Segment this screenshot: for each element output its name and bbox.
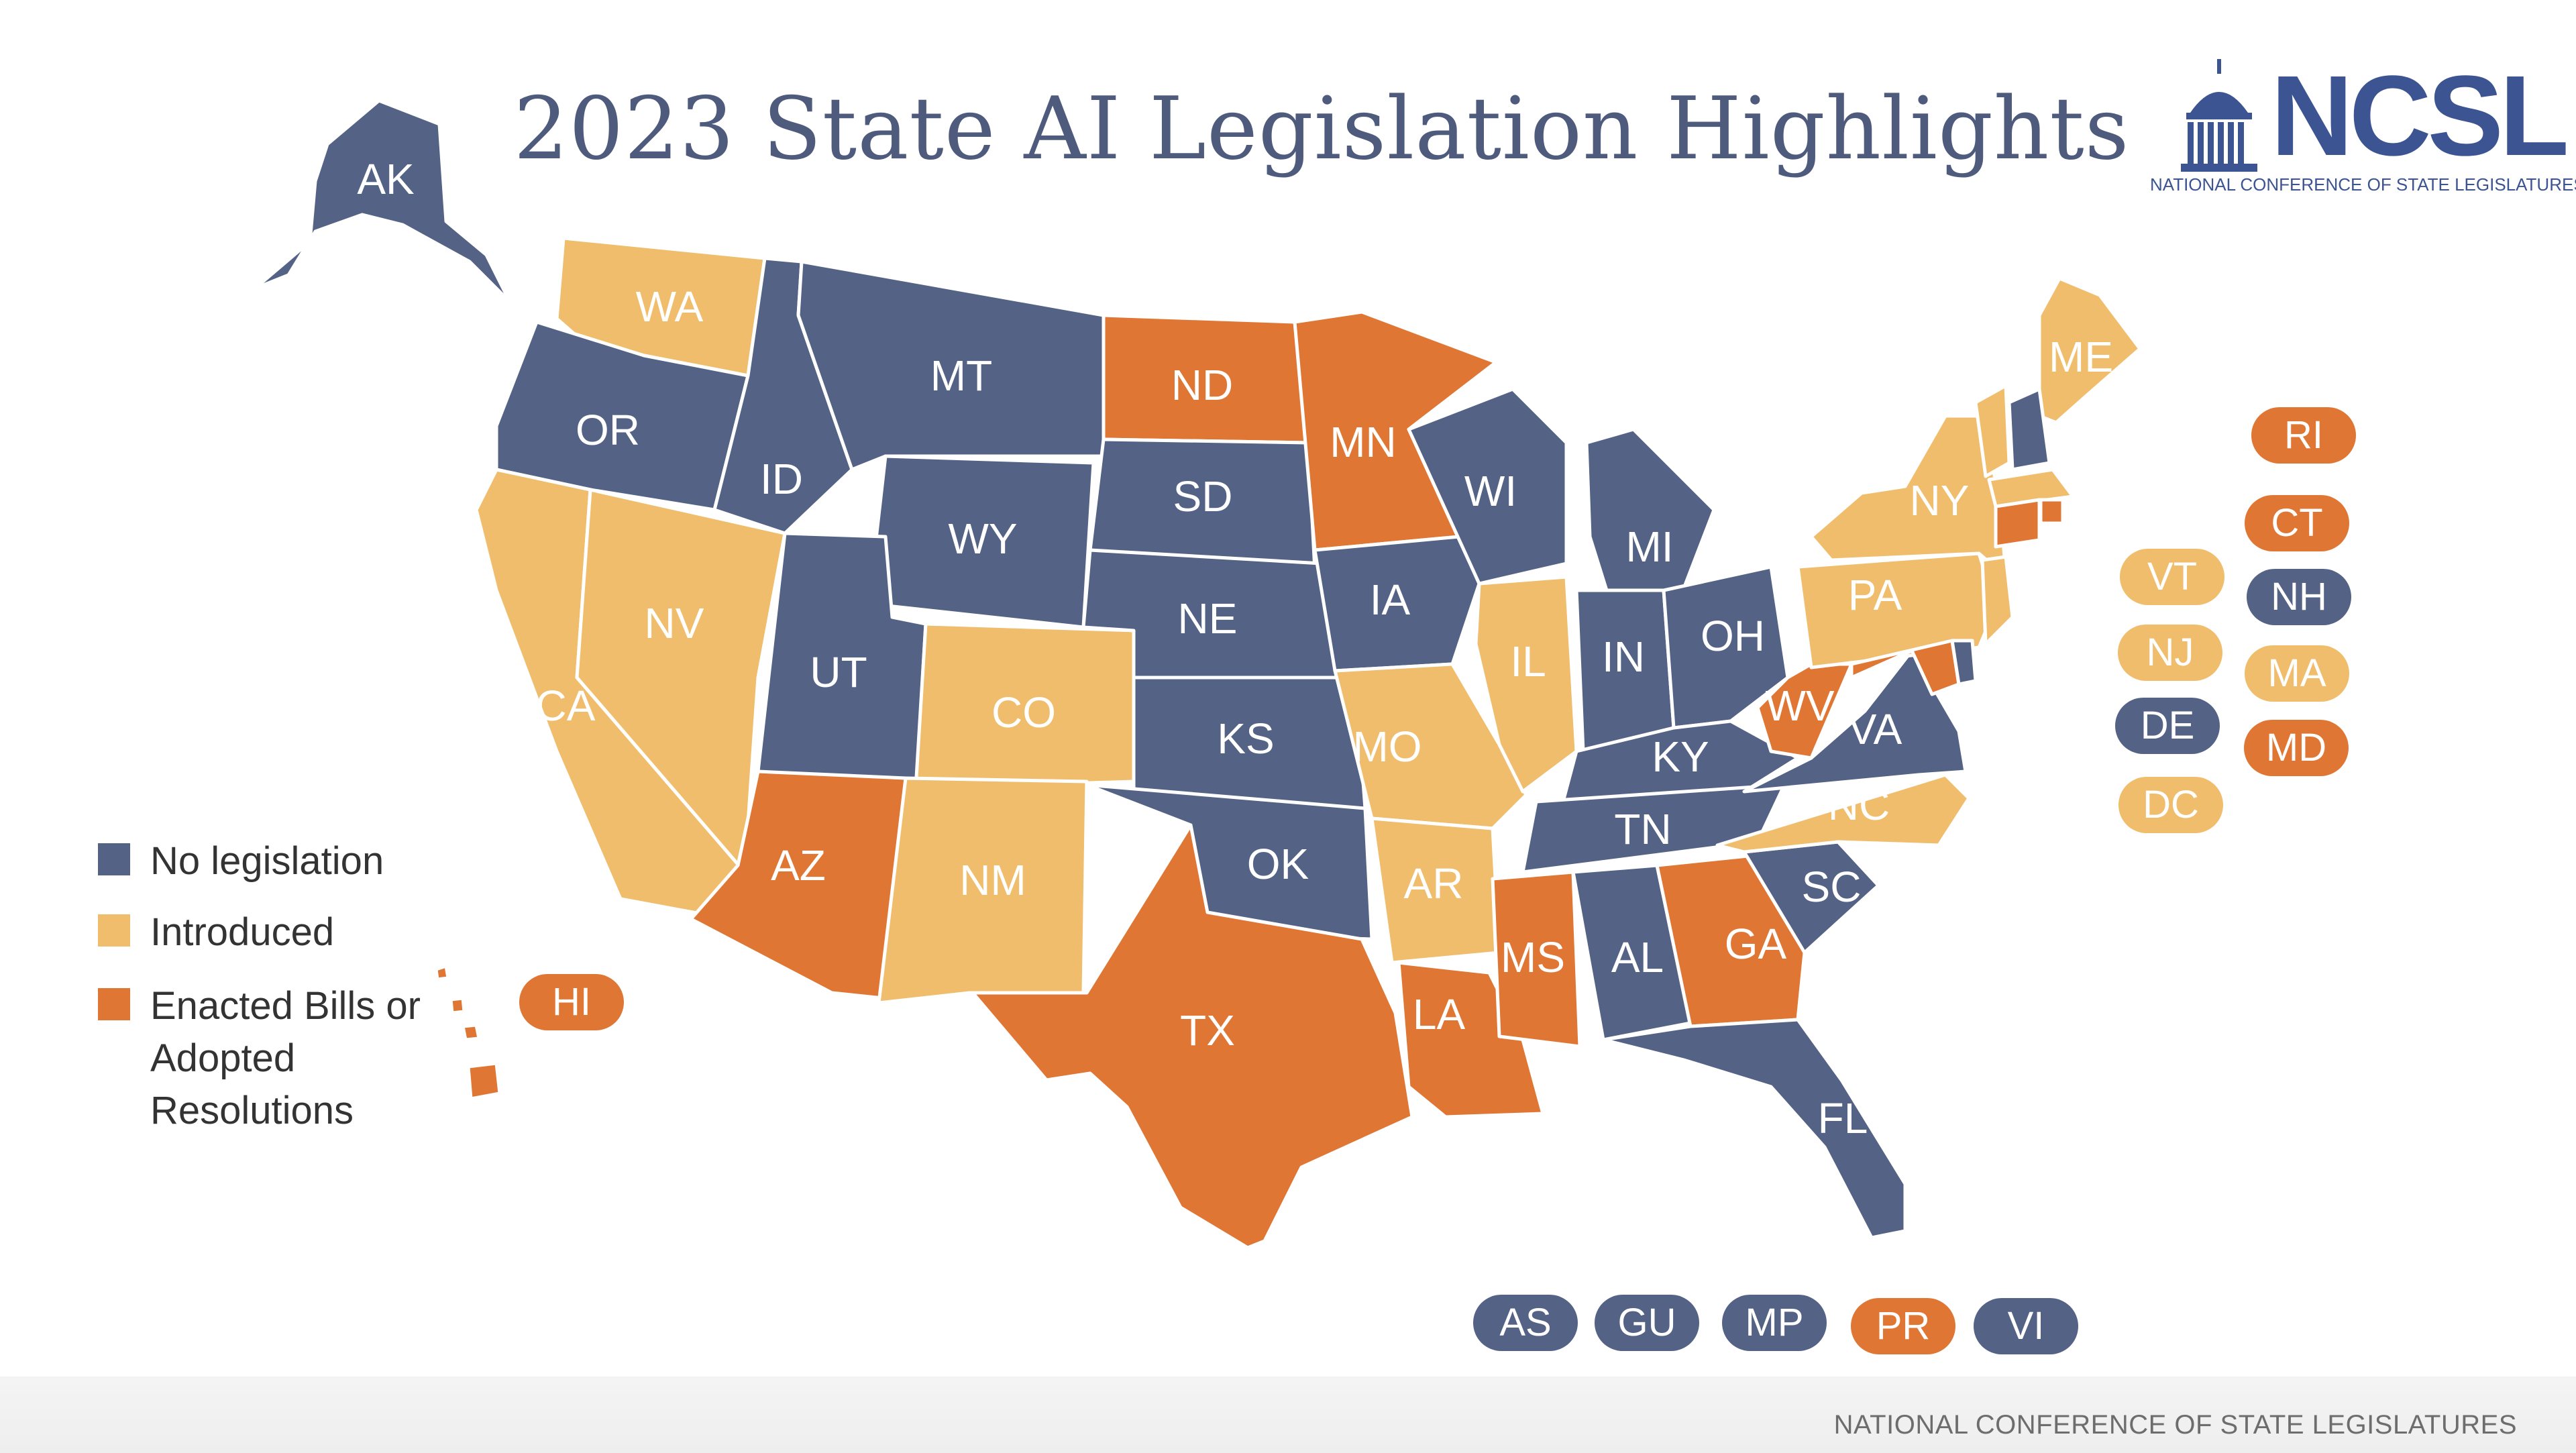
- state-label-in: IN: [1602, 633, 1645, 681]
- badge-hi[interactable]: HI: [519, 974, 624, 1030]
- state-label-ar: AR: [1404, 859, 1464, 908]
- state-label-mo: MO: [1352, 722, 1421, 771]
- state-label-mn: MN: [1330, 418, 1397, 466]
- state-label-ks: KS: [1217, 714, 1274, 763]
- state-ak[interactable]: [253, 99, 512, 304]
- state-label-oh: OH: [1701, 612, 1765, 660]
- state-label-va: VA: [1848, 705, 1902, 753]
- badge-dc[interactable]: DC: [2118, 777, 2223, 833]
- logo-subtitle: NATIONAL CONFERENCE OF STATE LEGISLATURE…: [2150, 174, 2576, 195]
- state-ma[interactable]: [1987, 468, 2075, 508]
- state-label-ia: IA: [1370, 576, 1411, 624]
- state-label-pa: PA: [1848, 571, 1902, 619]
- state-label-ak: AK: [357, 155, 414, 203]
- state-mi[interactable]: [1585, 427, 1716, 599]
- state-label-ca: CA: [536, 682, 596, 730]
- legend-swatch: [98, 988, 130, 1020]
- state-label-co: CO: [991, 688, 1056, 737]
- state-nh[interactable]: [2007, 387, 2051, 472]
- badge-pr[interactable]: PR: [1851, 1298, 1955, 1354]
- state-hi-island[interactable]: [434, 964, 450, 981]
- state-label-la: LA: [1413, 990, 1466, 1038]
- state-label-nm: NM: [959, 856, 1026, 904]
- state-label-ky: KY: [1652, 733, 1709, 781]
- state-label-tn: TN: [1614, 805, 1671, 853]
- state-label-wy: WY: [948, 515, 1017, 563]
- state-il[interactable]: [1474, 575, 1578, 794]
- state-label-fl: FL: [1818, 1094, 1868, 1142]
- state-hi-island[interactable]: [449, 996, 466, 1015]
- state-vt[interactable]: [1974, 384, 2011, 478]
- footer-text: NATIONAL CONFERENCE OF STATE LEGISLATURE…: [1833, 1410, 2517, 1440]
- badge-nj[interactable]: NJ: [2118, 625, 2222, 681]
- state-label-il: IL: [1510, 637, 1546, 686]
- state-hi-island[interactable]: [461, 1023, 481, 1042]
- state-ia[interactable]: [1313, 535, 1481, 673]
- state-la[interactable]: [1397, 961, 1545, 1119]
- footer-band: [0, 1377, 2576, 1453]
- state-tx[interactable]: [971, 823, 1414, 1250]
- state-label-mi: MI: [1625, 523, 1673, 571]
- state-label-ms: MS: [1501, 933, 1565, 981]
- legend-label: Enacted Bills or Adopted Resolutions: [150, 984, 421, 1132]
- badge-vt[interactable]: VT: [2120, 549, 2224, 605]
- state-ct[interactable]: [1994, 498, 2041, 549]
- state-ms[interactable]: [1491, 870, 1582, 1048]
- state-fl[interactable]: [1601, 1018, 1907, 1240]
- badge-md[interactable]: MD: [2244, 720, 2349, 776]
- state-nc[interactable]: [1715, 773, 1971, 854]
- state-label-tx: TX: [1180, 1006, 1235, 1055]
- state-label-nc: NC: [1828, 781, 1890, 829]
- state-oh[interactable]: [1662, 565, 1790, 730]
- badge-nh[interactable]: NH: [2247, 569, 2351, 625]
- state-label-ga: GA: [1725, 920, 1787, 968]
- state-label-wi: WI: [1464, 467, 1517, 515]
- state-label-id: ID: [760, 455, 803, 503]
- state-ga[interactable]: [1655, 853, 1807, 1028]
- badge-vi[interactable]: VI: [1974, 1298, 2078, 1354]
- state-label-ok: OK: [1247, 840, 1309, 888]
- badge-ri[interactable]: RI: [2251, 407, 2356, 464]
- page-title: 2023 State AI Legislation Highlights: [513, 79, 2130, 179]
- legend-label: Introduced: [150, 910, 335, 954]
- state-label-nv: NV: [645, 599, 704, 647]
- legend-swatch: [98, 914, 130, 947]
- badge-ct[interactable]: CT: [2245, 495, 2349, 551]
- ncsl-logo: NCSL NATIONAL CONFERENCE OF STATE LEGISL…: [2150, 59, 2576, 200]
- state-label-al: AL: [1611, 933, 1664, 981]
- state-label-ne: NE: [1178, 594, 1238, 643]
- badge-mp[interactable]: MP: [1722, 1295, 1827, 1351]
- state-label-ny: NY: [1910, 476, 1970, 525]
- badge-ma[interactable]: MA: [2245, 645, 2349, 702]
- state-wi[interactable]: [1407, 387, 1568, 586]
- legend-swatch: [98, 843, 130, 875]
- state-ny[interactable]: [1809, 414, 2008, 579]
- badge-gu[interactable]: GU: [1595, 1295, 1699, 1351]
- state-or[interactable]: [494, 320, 750, 512]
- state-hi-island[interactable]: [466, 1061, 502, 1101]
- state-ri[interactable]: [2039, 498, 2065, 525]
- state-label-sc: SC: [1802, 863, 1862, 911]
- state-label-az: AZ: [771, 841, 826, 890]
- logo-wordmark: NCSL: [2271, 52, 2569, 180]
- state-label-nd: ND: [1171, 361, 1233, 409]
- legend-label: No legislation: [150, 839, 384, 883]
- state-nj[interactable]: [1980, 555, 2015, 646]
- state-label-mt: MT: [930, 352, 992, 400]
- capitol-dome-icon: [2181, 59, 2257, 172]
- state-label-sd: SD: [1173, 472, 1233, 521]
- state-label-or: OR: [576, 406, 640, 454]
- state-label-me: ME: [2049, 333, 2113, 381]
- badge-de[interactable]: DE: [2115, 698, 2220, 754]
- state-nv[interactable]: [575, 488, 787, 874]
- state-label-wv: WV: [1765, 682, 1834, 730]
- state-de[interactable]: [1950, 639, 1978, 686]
- state-label-wa: WA: [636, 282, 704, 331]
- badge-as[interactable]: AS: [1473, 1295, 1578, 1351]
- state-label-ut: UT: [810, 648, 867, 696]
